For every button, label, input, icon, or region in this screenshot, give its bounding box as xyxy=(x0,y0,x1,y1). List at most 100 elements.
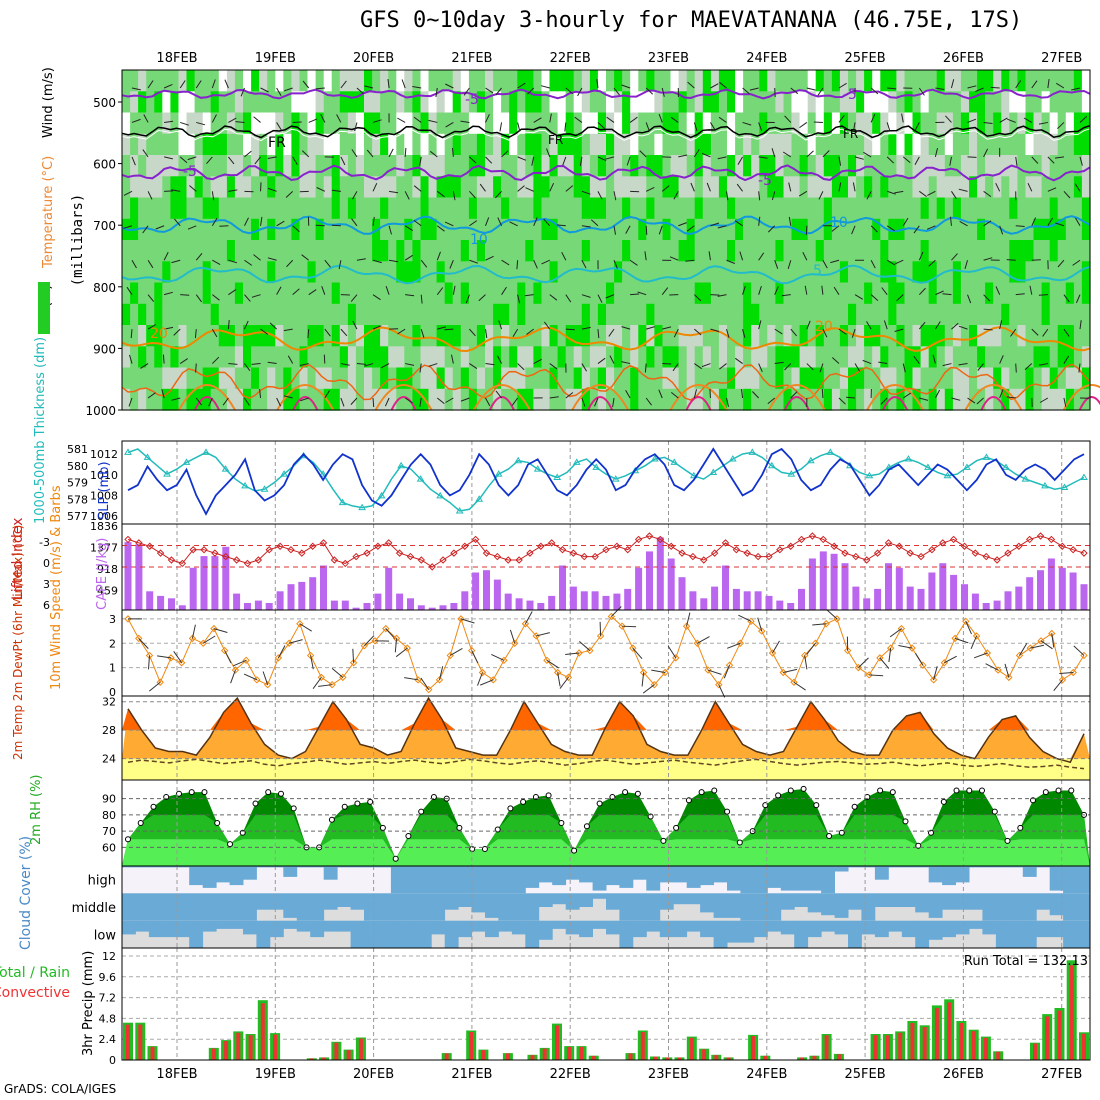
cloud-cell xyxy=(283,866,298,877)
rh-cell xyxy=(291,133,301,156)
rh-cell xyxy=(1049,261,1059,284)
rh-cell xyxy=(960,282,970,305)
rh-cell xyxy=(702,155,712,177)
rh-cell xyxy=(468,303,478,326)
rh-cell xyxy=(138,155,147,177)
rh-marker xyxy=(201,789,208,796)
wind-barb xyxy=(896,294,904,302)
wind-barb xyxy=(308,289,317,296)
cloud-cell xyxy=(323,893,338,910)
rh-cell xyxy=(525,70,534,92)
rh-cell xyxy=(1049,388,1059,411)
wind-barb xyxy=(228,117,237,123)
rh-cell xyxy=(130,197,139,220)
rh-cell xyxy=(743,388,752,411)
li-marker xyxy=(721,539,730,547)
rh-cell xyxy=(1041,325,1051,347)
precip-convective-bar xyxy=(542,1048,547,1060)
rh-marker xyxy=(392,855,399,862)
li-marker xyxy=(298,549,306,557)
wind-barb xyxy=(267,187,277,192)
rh-cell xyxy=(1001,303,1010,326)
rh-cell xyxy=(323,367,333,390)
wind-barb xyxy=(206,156,213,165)
wind-barb xyxy=(701,363,711,368)
thickness-marker xyxy=(358,503,367,511)
cloud-cell xyxy=(767,920,782,932)
rh-cell xyxy=(815,303,825,326)
rh-cell xyxy=(622,70,631,92)
rh-cell xyxy=(904,367,914,390)
rh-cell xyxy=(339,112,349,135)
wind-barb xyxy=(710,328,720,332)
rh-cell xyxy=(259,261,268,284)
rh-cell xyxy=(347,133,357,156)
wind-barb xyxy=(799,122,808,129)
rh-cell xyxy=(662,282,672,305)
rh-cell xyxy=(759,303,768,326)
wind-tick-label: 0 xyxy=(109,686,116,699)
rh-cell xyxy=(928,176,938,199)
rh-cell xyxy=(162,176,171,199)
rh-cell xyxy=(275,240,284,262)
rh-cell xyxy=(178,325,188,347)
rh-cell xyxy=(476,70,486,92)
rh-cell xyxy=(614,367,623,390)
rh-cell xyxy=(952,325,962,347)
cloud-cell xyxy=(1022,866,1037,877)
temp-tick-label: 28 xyxy=(102,724,116,737)
cape-bar xyxy=(1026,577,1034,610)
rh-cell xyxy=(1025,70,1035,92)
rh-cell xyxy=(1065,133,1075,156)
thickness-marker xyxy=(611,475,620,482)
rh-cell xyxy=(1057,133,1067,156)
rh-cell xyxy=(654,282,664,305)
wind-barb-10m xyxy=(1073,645,1085,656)
rh-cell xyxy=(154,176,163,199)
rh-cell xyxy=(751,218,760,241)
cape-bar xyxy=(352,607,360,610)
rh-cell xyxy=(275,282,284,305)
thickness-marker xyxy=(924,463,932,470)
li-marker xyxy=(385,539,393,547)
rh-cell xyxy=(727,346,736,369)
rh-cell xyxy=(952,367,962,390)
rh-cell xyxy=(952,70,962,92)
cloud-cell xyxy=(162,920,177,938)
rh-cell xyxy=(509,112,518,135)
wind-barb xyxy=(951,191,957,200)
rh-cell xyxy=(767,346,776,369)
rh-cell xyxy=(1001,282,1010,305)
rh-marker xyxy=(252,800,259,807)
rh-cell xyxy=(323,346,333,369)
rh-cell xyxy=(944,197,954,220)
rh-cell xyxy=(388,197,397,220)
wind-barb xyxy=(758,285,762,295)
cloud-cell xyxy=(1036,866,1051,868)
rh-cell xyxy=(210,325,220,347)
li-marker xyxy=(1069,546,1077,554)
rh-cell xyxy=(993,240,1002,262)
rh-cell xyxy=(839,176,849,199)
rh-cell xyxy=(686,112,696,135)
rh-cell xyxy=(1025,218,1035,241)
rh-cell xyxy=(549,218,559,241)
rh-cell xyxy=(202,91,212,114)
rh-cell xyxy=(977,176,986,199)
rh-cell xyxy=(686,70,696,92)
cloud-cell xyxy=(337,920,351,932)
wind-barb xyxy=(164,291,173,296)
rh-cell xyxy=(952,346,962,369)
rh-cell xyxy=(162,282,171,305)
wind-barb xyxy=(372,216,375,226)
rh-cell xyxy=(428,91,438,114)
rh-cell xyxy=(727,303,736,326)
wind-barb xyxy=(883,320,888,330)
wind-barb xyxy=(742,121,752,126)
rh-cell xyxy=(468,155,478,177)
rh-cell xyxy=(1009,176,1018,199)
li-marker xyxy=(232,556,241,564)
cloud-cell xyxy=(256,893,271,910)
rh-cell xyxy=(1073,303,1083,326)
rh-cell xyxy=(936,303,946,326)
